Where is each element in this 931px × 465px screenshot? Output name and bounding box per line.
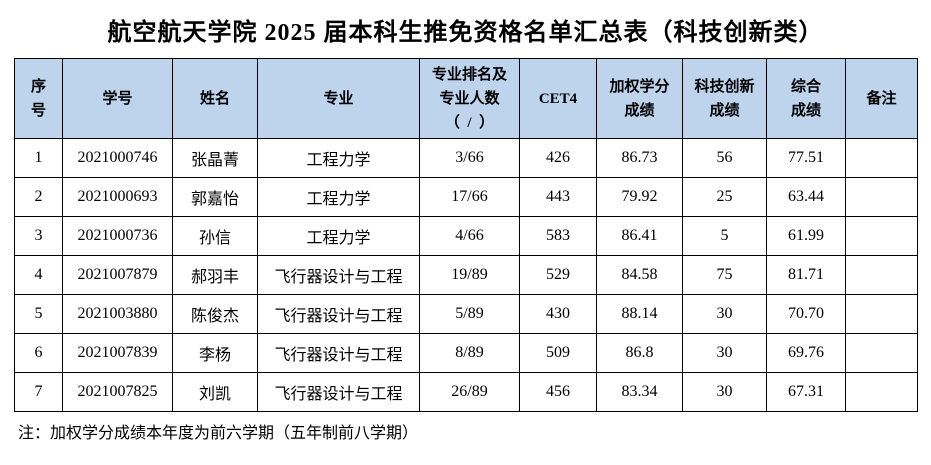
- cell-rank: 17/66: [419, 177, 520, 217]
- cell-overall-score: 63.44: [766, 177, 846, 217]
- cell-cet4: 509: [519, 333, 597, 373]
- header-row: 序 号 学号 姓名 专业 专业排名及 专业人数 （ / ） CET4 加权学分 …: [14, 58, 918, 139]
- cell-rank: 5/89: [419, 294, 520, 334]
- header-index: 序 号: [14, 58, 63, 139]
- page-title: 航空航天学院 2025 届本科生推免资格名单汇总表（科技创新类）: [107, 20, 824, 46]
- cell-remark: [845, 255, 918, 295]
- table-row: 5 2021003880 陈俊杰 飞行器设计与工程 5/89 430 88.14…: [14, 294, 918, 334]
- cell-name: 李杨: [172, 333, 258, 373]
- cell-index: 4: [14, 255, 63, 295]
- cell-name: 张晶菁: [172, 138, 258, 178]
- cell-remark: [845, 216, 918, 256]
- cell-student-id: 2021000736: [62, 216, 173, 256]
- table-row: 6 2021007839 李杨 飞行器设计与工程 8/89 509 86.8 3…: [14, 333, 918, 373]
- cell-cet4: 529: [519, 255, 597, 295]
- cell-tech-score: 56: [682, 138, 767, 178]
- cell-weighted-score: 86.73: [596, 138, 683, 178]
- cell-tech-score: 30: [682, 333, 767, 373]
- cell-rank: 3/66: [419, 138, 520, 178]
- cell-remark: [845, 177, 918, 217]
- cell-remark: [845, 294, 918, 334]
- cell-index: 3: [14, 216, 63, 256]
- cell-name: 刘凯: [172, 372, 258, 412]
- cell-index: 7: [14, 372, 63, 412]
- table-row: 4 2021007879 郝羽丰 飞行器设计与工程 19/89 529 84.5…: [14, 255, 918, 295]
- cell-major: 工程力学: [257, 138, 420, 178]
- cell-name: 郝羽丰: [172, 255, 258, 295]
- cell-cet4: 443: [519, 177, 597, 217]
- cell-weighted-score: 86.8: [596, 333, 683, 373]
- cell-name: 郭嘉怡: [172, 177, 258, 217]
- cell-name: 陈俊杰: [172, 294, 258, 334]
- cell-tech-score: 5: [682, 216, 767, 256]
- cell-weighted-score: 83.34: [596, 372, 683, 412]
- cell-student-id: 2021003880: [62, 294, 173, 334]
- cell-student-id: 2021007879: [62, 255, 173, 295]
- cell-index: 2: [14, 177, 63, 217]
- header-name: 姓名: [172, 58, 258, 139]
- cell-remark: [845, 372, 918, 412]
- cell-weighted-score: 86.41: [596, 216, 683, 256]
- cell-student-id: 2021000746: [62, 138, 173, 178]
- cell-index: 6: [14, 333, 63, 373]
- cell-weighted-score: 84.58: [596, 255, 683, 295]
- cell-index: 5: [14, 294, 63, 334]
- cell-tech-score: 25: [682, 177, 767, 217]
- cell-index: 1: [14, 138, 63, 178]
- header-tech-score: 科技创新 成绩: [682, 58, 767, 139]
- cell-remark: [845, 333, 918, 373]
- cell-student-id: 2021007839: [62, 333, 173, 373]
- cell-cet4: 583: [519, 216, 597, 256]
- cell-major: 工程力学: [257, 216, 420, 256]
- cell-student-id: 2021000693: [62, 177, 173, 217]
- header-major: 专业: [257, 58, 420, 139]
- cell-overall-score: 61.99: [766, 216, 846, 256]
- cell-major: 飞行器设计与工程: [257, 255, 420, 295]
- cell-tech-score: 30: [682, 294, 767, 334]
- cell-cet4: 430: [519, 294, 597, 334]
- cell-overall-score: 67.31: [766, 372, 846, 412]
- header-weighted-score: 加权学分 成绩: [596, 58, 683, 139]
- cell-overall-score: 77.51: [766, 138, 846, 178]
- cell-tech-score: 75: [682, 255, 767, 295]
- cell-major: 工程力学: [257, 177, 420, 217]
- cell-rank: 19/89: [419, 255, 520, 295]
- header-cet4: CET4: [519, 58, 597, 139]
- cell-major: 飞行器设计与工程: [257, 294, 420, 334]
- table-row: 3 2021000736 孙信 工程力学 4/66 583 86.41 5 61…: [14, 216, 918, 256]
- cell-tech-score: 30: [682, 372, 767, 412]
- cell-major: 飞行器设计与工程: [257, 372, 420, 412]
- cell-major: 飞行器设计与工程: [257, 333, 420, 373]
- cell-overall-score: 70.70: [766, 294, 846, 334]
- cell-weighted-score: 79.92: [596, 177, 683, 217]
- header-student-id: 学号: [62, 58, 173, 139]
- cell-rank: 26/89: [419, 372, 520, 412]
- header-remark: 备注: [845, 58, 918, 139]
- header-rank: 专业排名及 专业人数 （ / ）: [419, 58, 520, 139]
- table-row: 7 2021007825 刘凯 飞行器设计与工程 26/89 456 83.34…: [14, 372, 918, 412]
- footnote: 注：加权学分成绩本年度为前六学期（五年制前八学期）: [18, 425, 419, 442]
- cell-rank: 8/89: [419, 333, 520, 373]
- table-row: 1 2021000746 张晶菁 工程力学 3/66 426 86.73 56 …: [14, 138, 918, 178]
- cell-name: 孙信: [172, 216, 258, 256]
- roster-table: 序 号 学号 姓名 专业 专业排名及 专业人数 （ / ） CET4 加权学分 …: [14, 58, 918, 412]
- cell-rank: 4/66: [419, 216, 520, 256]
- cell-cet4: 426: [519, 138, 597, 178]
- header-overall-score: 综合 成绩: [766, 58, 846, 139]
- cell-overall-score: 69.76: [766, 333, 846, 373]
- table-row: 2 2021000693 郭嘉怡 工程力学 17/66 443 79.92 25…: [14, 177, 918, 217]
- cell-cet4: 456: [519, 372, 597, 412]
- cell-student-id: 2021007825: [62, 372, 173, 412]
- cell-weighted-score: 88.14: [596, 294, 683, 334]
- cell-overall-score: 81.71: [766, 255, 846, 295]
- cell-remark: [845, 138, 918, 178]
